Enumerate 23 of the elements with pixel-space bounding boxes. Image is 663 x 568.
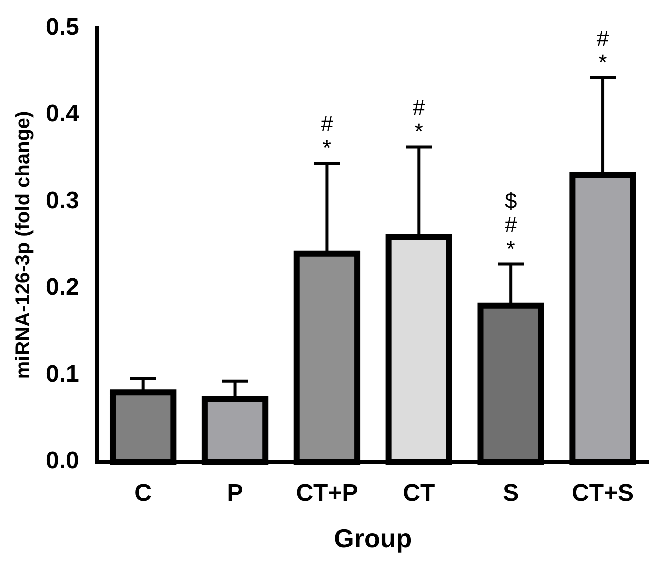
annotation: # [504, 212, 518, 238]
annotation: # [596, 26, 610, 51]
annotation: * [598, 50, 608, 75]
x-tick-label: P [227, 480, 244, 508]
x-tick-label: S [503, 480, 520, 508]
y-tick-label: 0.4 [46, 100, 80, 128]
x-tick-label: CT+S [572, 480, 634, 508]
annotation: $ [504, 188, 518, 214]
annotation: * [414, 119, 424, 144]
annotation: # [413, 95, 426, 120]
x-tick-label: CT+P [296, 480, 358, 508]
x-tick-label: C [134, 480, 152, 508]
x-tick-label: CT [403, 480, 436, 508]
x-axis-title: Group [334, 524, 412, 554]
annotation: * [506, 236, 516, 262]
annotation: * [322, 136, 332, 161]
y-tick-label: 0.2 [46, 274, 80, 302]
y-tick-label: 0.3 [46, 187, 80, 214]
y-tick-label: 0.5 [46, 14, 80, 42]
annotation: # [321, 112, 334, 137]
y-tick-label: 0.1 [46, 360, 80, 388]
y-axis-title: miRNA-126-3p (fold change) [12, 111, 35, 380]
y-tick-label: 0.0 [46, 448, 80, 475]
